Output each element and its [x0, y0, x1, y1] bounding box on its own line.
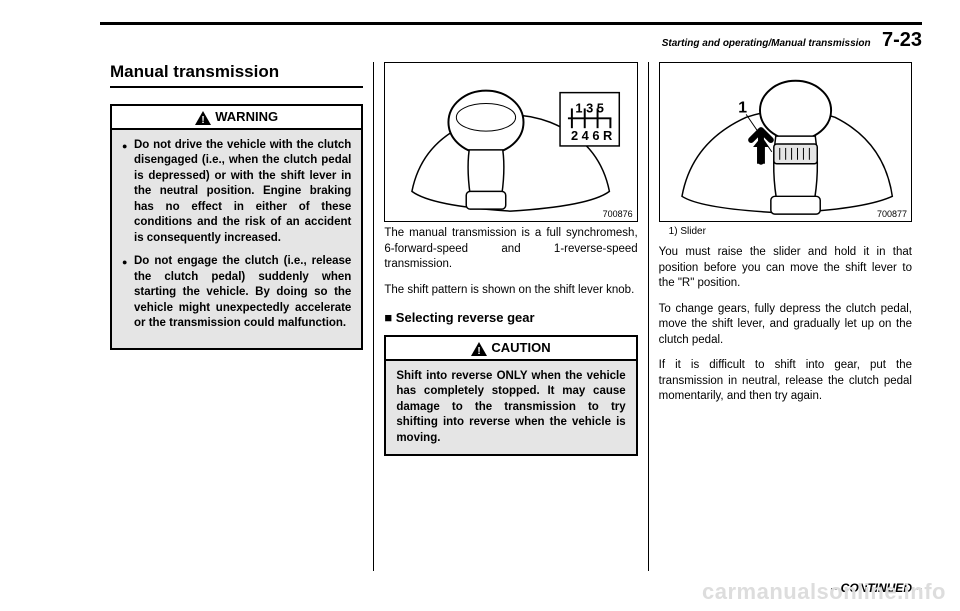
figure-shift-knob: 1 3 5 2 4 6 R 700876	[384, 62, 637, 222]
header-rule	[100, 22, 922, 25]
paragraph: The shift pattern is shown on the shift …	[384, 283, 637, 299]
shift-knob-diagram: 1 3 5 2 4 6 R	[385, 63, 636, 221]
caution-label: CAUTION	[491, 340, 550, 355]
paragraph: The manual transmission is a full synchr…	[384, 226, 637, 273]
warning-label: WARNING	[215, 109, 278, 124]
caution-header: ! CAUTION	[386, 337, 635, 361]
caution-icon: !	[471, 342, 487, 356]
column-1: Manual transmission ! WARNING Do not driv…	[100, 62, 373, 571]
section-title: Manual transmission	[110, 62, 363, 88]
svg-text:!: !	[202, 115, 205, 125]
column-3: 1 700877 1) Slider You must raise the sl…	[648, 62, 922, 571]
page-number: 7-23	[882, 29, 922, 51]
figure-caption: 1) Slider	[669, 226, 912, 237]
figure-slider: 1 700877	[659, 62, 912, 222]
paragraph: You must raise the slider and hold it in…	[659, 245, 912, 292]
column-2: 1 3 5 2 4 6 R 700876 The manual transmis…	[373, 62, 647, 571]
page-header: Starting and operating/Manual transmissi…	[100, 22, 922, 52]
subheading: Selecting reverse gear	[384, 310, 637, 325]
figure-number: 700876	[603, 209, 633, 219]
svg-text:!: !	[478, 346, 481, 356]
caution-box: ! CAUTION Shift into reverse ONLY when th…	[384, 335, 637, 456]
paragraph: To change gears, fully depress the clutc…	[659, 302, 912, 349]
figure-number: 700877	[877, 209, 907, 219]
warning-item: Do not drive the vehicle with the clutch…	[122, 138, 351, 247]
gear-pattern-top: 1 3 5	[576, 100, 605, 115]
paragraph: If it is difficult to shift into gear, p…	[659, 358, 912, 405]
warning-header: ! WARNING	[112, 106, 361, 130]
slider-diagram: 1	[660, 63, 911, 221]
content-columns: Manual transmission ! WARNING Do not driv…	[100, 62, 922, 571]
warning-item: Do not engage the clutch (i.e., release …	[122, 254, 351, 332]
callout-number: 1	[738, 99, 747, 116]
caution-body: Shift into reverse ONLY when the vehicle…	[386, 361, 635, 455]
header-path: Starting and operating/Manual transmissi…	[662, 38, 871, 49]
watermark: carmanualsonline.info	[702, 579, 946, 605]
warning-body: Do not drive the vehicle with the clutch…	[112, 130, 361, 348]
warning-box: ! WARNING Do not drive the vehicle with t…	[110, 104, 363, 350]
warning-icon: !	[195, 111, 211, 125]
gear-pattern-bottom: 2 4 6 R	[571, 128, 612, 143]
